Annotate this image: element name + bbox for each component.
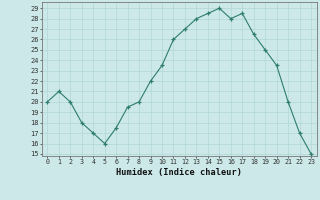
X-axis label: Humidex (Indice chaleur): Humidex (Indice chaleur) xyxy=(116,168,242,177)
